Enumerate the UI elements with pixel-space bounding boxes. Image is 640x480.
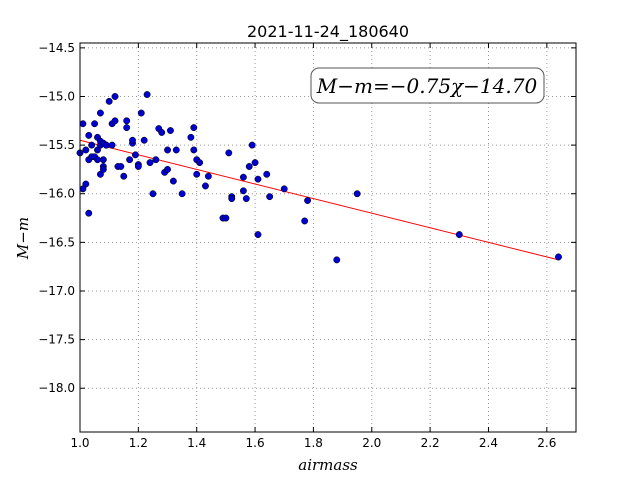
data-point <box>164 165 171 173</box>
x-axis-label: airmass <box>298 456 358 474</box>
data-point <box>129 136 136 144</box>
data-point <box>99 156 107 164</box>
x-tick-label: 2.4 <box>479 436 498 450</box>
data-point <box>111 117 119 125</box>
data-point <box>126 156 134 164</box>
data-point <box>149 190 157 198</box>
data-point <box>251 159 259 167</box>
data-point <box>82 146 90 154</box>
fit-layer <box>79 139 559 261</box>
data-point <box>152 156 160 164</box>
data-point <box>166 127 174 134</box>
plot-frame <box>79 42 577 433</box>
data-point <box>190 146 198 154</box>
data-point <box>131 151 139 159</box>
data-point <box>137 109 145 117</box>
y-tick-label: −15.5 <box>38 138 75 152</box>
y-tick-label: −16.0 <box>38 187 75 201</box>
data-point <box>202 182 209 190</box>
data-point <box>143 91 151 98</box>
data-point <box>96 109 104 117</box>
data-point <box>82 180 90 188</box>
data-point <box>301 217 309 225</box>
data-point <box>172 146 180 154</box>
data-point <box>187 133 195 141</box>
x-tick-label: 1.2 <box>129 436 148 450</box>
data-point <box>169 177 177 185</box>
data-point <box>164 146 171 154</box>
data-point <box>123 117 131 125</box>
fit-line <box>79 139 559 261</box>
y-tick-label: −17.5 <box>38 333 75 347</box>
data-point <box>242 195 250 203</box>
y-tick-label: −16.5 <box>38 235 75 249</box>
data-point <box>254 231 262 239</box>
y-tick-label: −17.0 <box>38 284 75 298</box>
data-point <box>263 170 271 178</box>
data-point <box>85 131 93 139</box>
data-point <box>239 187 247 195</box>
data-point <box>333 256 341 264</box>
data-point <box>190 124 198 132</box>
data-point <box>193 170 201 178</box>
data-point <box>204 172 212 180</box>
chart-title: 2021-11-24_180640 <box>247 22 409 42</box>
data-point <box>225 149 233 157</box>
data-point <box>99 165 107 173</box>
data-point <box>178 190 186 198</box>
data-point <box>353 190 361 198</box>
data-point <box>123 124 131 132</box>
data-point <box>158 129 166 136</box>
data-point <box>248 141 256 149</box>
data-point <box>555 253 562 261</box>
x-tick-label: 1.0 <box>70 436 89 450</box>
data-point <box>455 231 463 239</box>
data-point <box>134 163 142 170</box>
data-point <box>239 173 247 181</box>
y-tick-label: −18.0 <box>38 381 75 395</box>
x-tick-label: 2.0 <box>362 436 381 450</box>
y-axis-label: M−m <box>14 217 32 260</box>
data-point <box>304 197 312 204</box>
data-point <box>117 163 125 170</box>
grid <box>79 43 576 432</box>
data-point <box>102 141 110 149</box>
data-point <box>146 159 154 167</box>
data-point <box>79 120 87 128</box>
data-point <box>245 163 253 170</box>
data-point <box>254 175 262 183</box>
annotation-text: M−m=−0.75χ−14.70 <box>316 74 538 98</box>
y-tick-label: −15.0 <box>38 89 75 103</box>
data-point <box>266 193 274 201</box>
x-tick-label: 2.6 <box>537 436 556 450</box>
data-point <box>140 136 148 144</box>
data-point <box>222 214 230 222</box>
x-tick-label: 1.6 <box>246 436 265 450</box>
x-tick-label: 2.2 <box>421 436 440 450</box>
data-point <box>94 156 101 164</box>
data-point <box>85 209 93 217</box>
annotation-box <box>310 67 545 104</box>
x-tick-label: 1.8 <box>304 436 323 450</box>
data-points <box>76 91 562 264</box>
data-point <box>120 172 128 180</box>
data-point <box>108 141 116 149</box>
data-point <box>88 141 96 149</box>
ticks: 1.0 1.2 1.4 1.6 1.8 2.0 2.2 2.4 2.6 −14.5 −15.0 −15… <box>38 41 576 450</box>
data-point <box>111 93 119 100</box>
data-point <box>196 159 204 167</box>
data-point <box>228 195 236 203</box>
y-tick-label: −14.5 <box>38 41 75 55</box>
data-point <box>280 185 288 193</box>
x-tick-label: 1.4 <box>187 436 206 450</box>
data-point <box>91 120 99 128</box>
fit-annotation: M−m=−0.75χ−14.70 <box>310 67 545 104</box>
data-point <box>105 97 113 105</box>
